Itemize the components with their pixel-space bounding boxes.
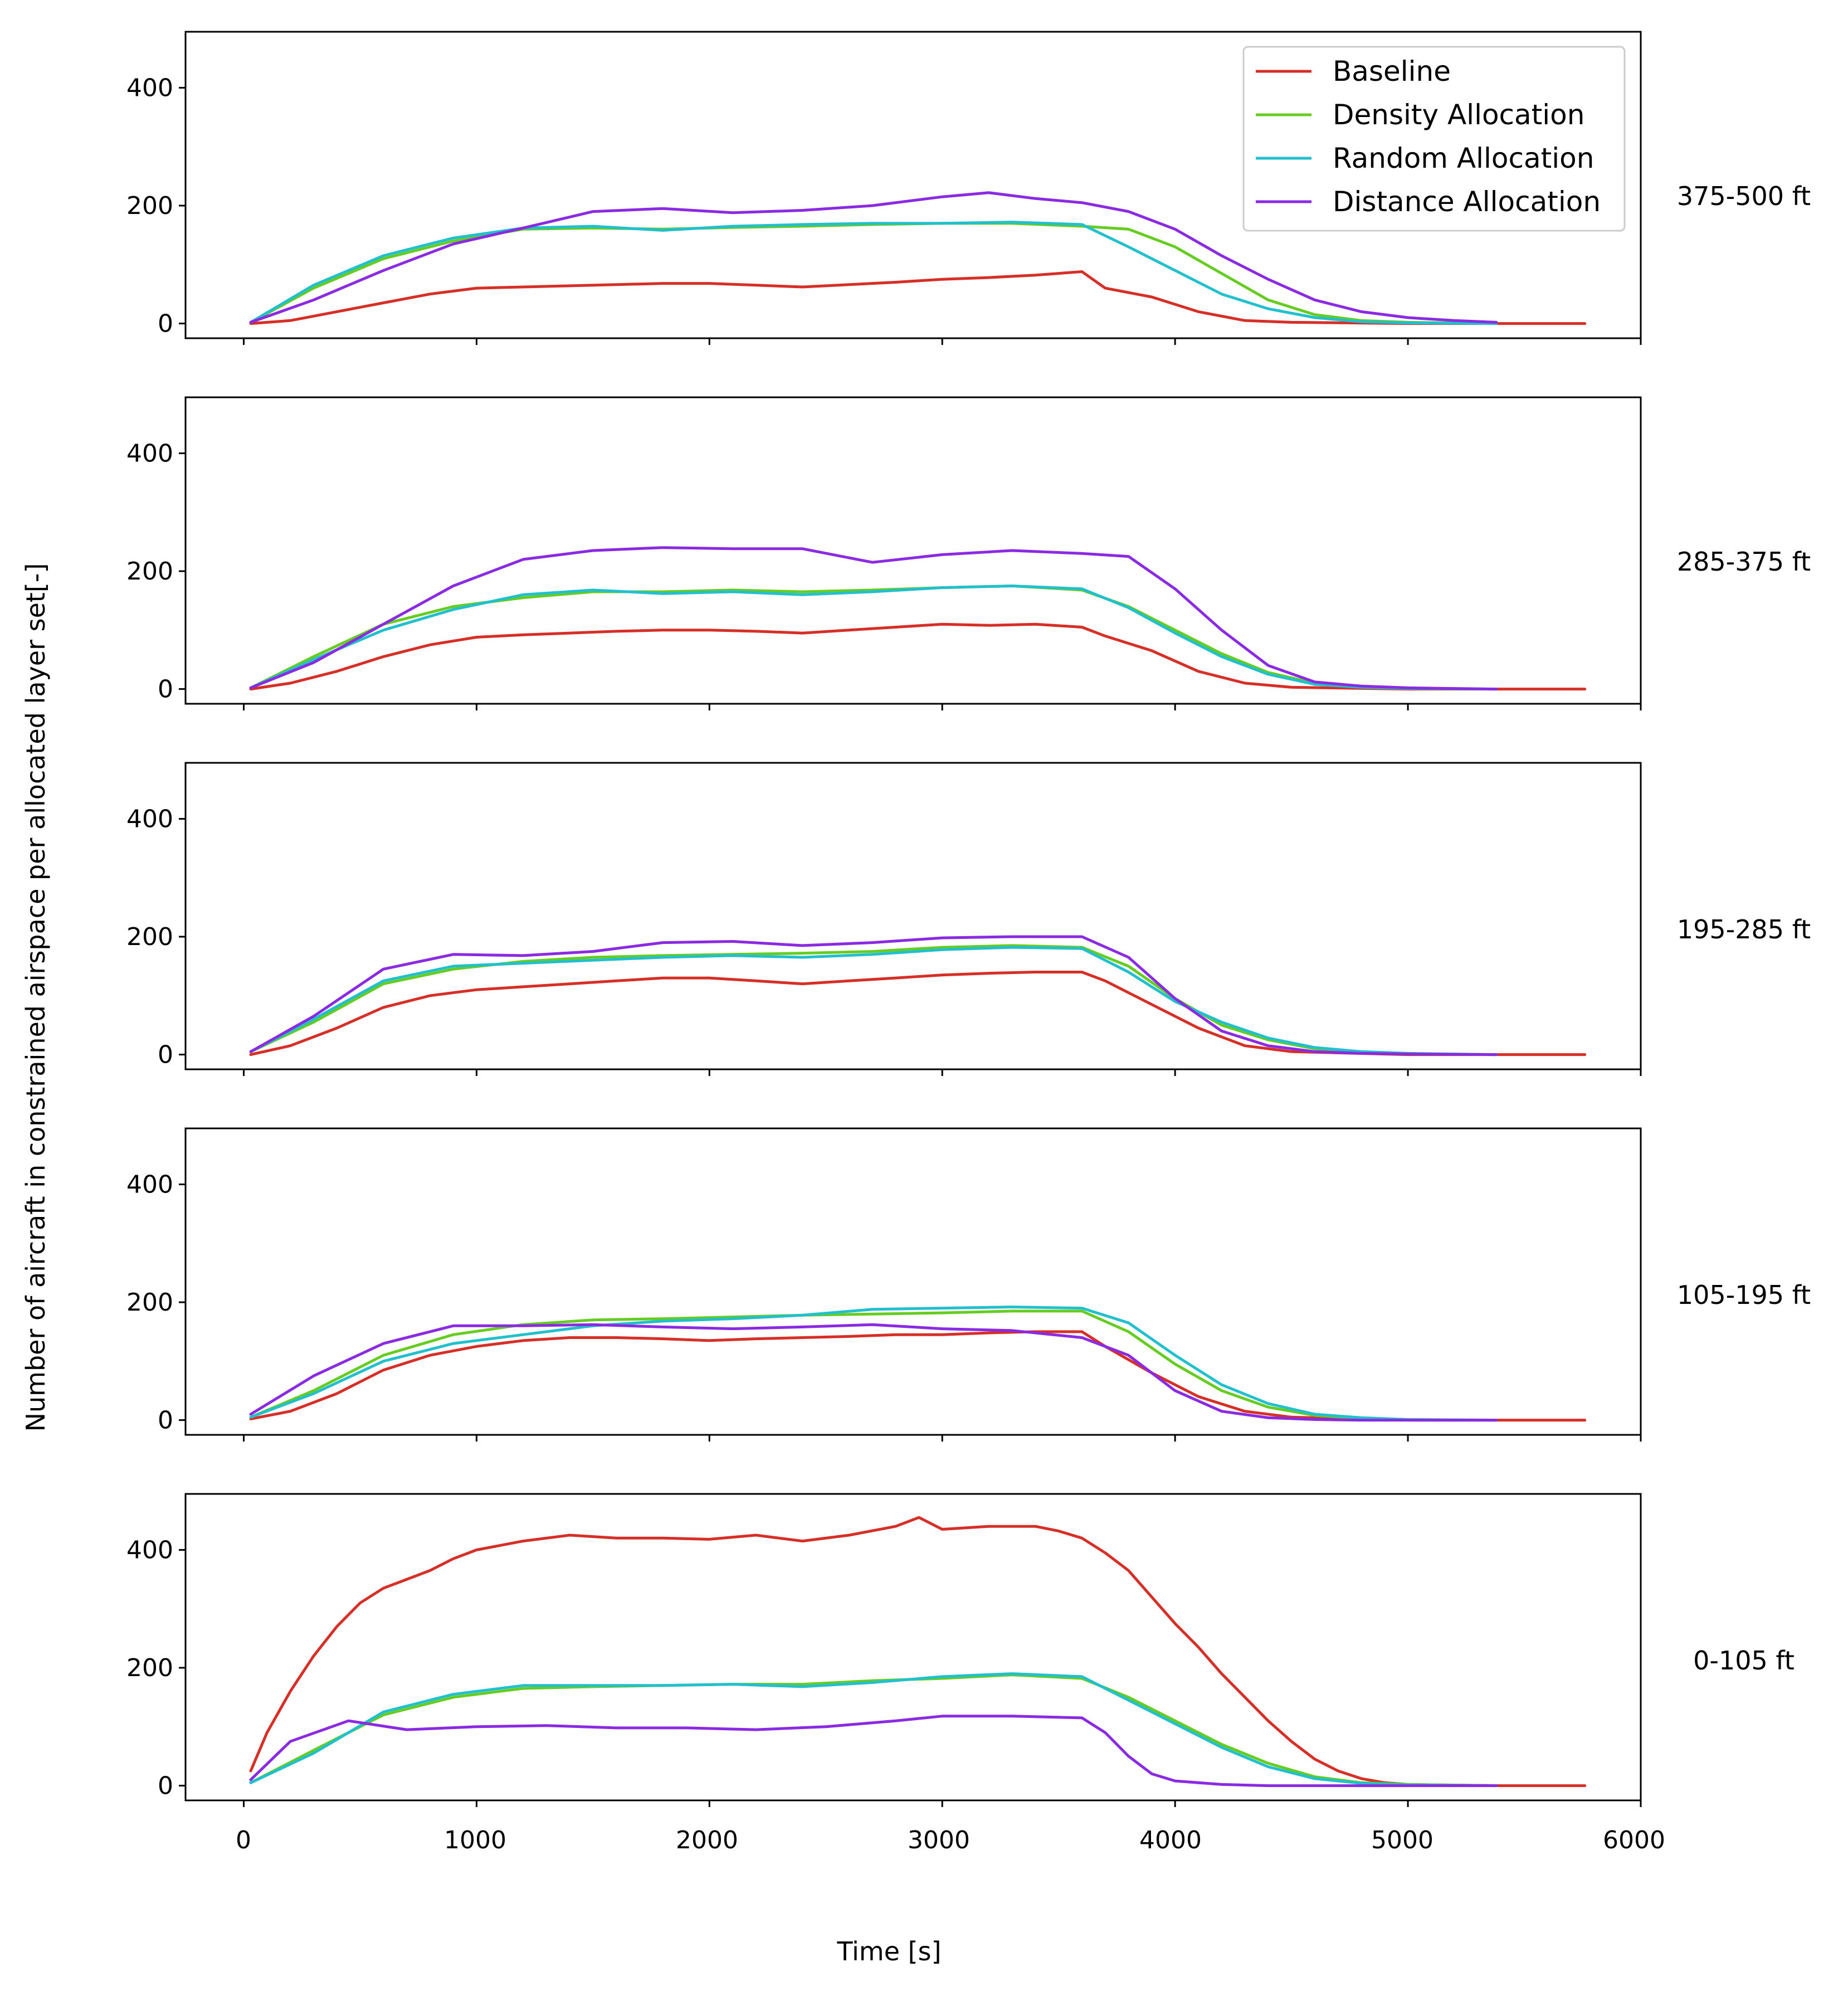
y-tick-label: 0 bbox=[158, 310, 173, 338]
y-tick-label: 200 bbox=[126, 923, 173, 951]
x-tick-label: 4000 bbox=[1139, 1826, 1202, 1854]
series-line-random-allocation bbox=[249, 221, 1498, 325]
y-tick-label: 0 bbox=[158, 675, 173, 704]
x-tick-label: 6000 bbox=[1603, 1826, 1665, 1854]
y-tick-label: 400 bbox=[126, 1536, 173, 1564]
series-line-baseline bbox=[249, 971, 1587, 1056]
y-tick-label: 200 bbox=[126, 192, 173, 220]
panel-195-285-ft: 0 200 400 bbox=[126, 762, 1642, 1076]
x-axis-title: Time [s] bbox=[836, 1936, 941, 1966]
series-line-baseline bbox=[249, 1516, 1587, 1788]
legend-label-density-allocation: Density Allocation bbox=[1333, 99, 1584, 131]
legend: Baseline Density Allocation Random Alloc… bbox=[1242, 46, 1626, 232]
panel-label-0-105: 0-105 ft bbox=[1693, 1645, 1795, 1676]
axes-frame bbox=[184, 1493, 1642, 1801]
y-tick-label: 400 bbox=[126, 439, 173, 468]
series-line-baseline bbox=[249, 1330, 1587, 1422]
axes-frame bbox=[184, 396, 1642, 705]
y-tick-label: 200 bbox=[126, 557, 173, 586]
x-tick-label: 2000 bbox=[676, 1826, 738, 1854]
series-line-random-allocation bbox=[249, 1672, 1498, 1788]
y-tick-label: 200 bbox=[126, 1288, 173, 1317]
panel-label-105-195: 105-195 ft bbox=[1677, 1280, 1811, 1310]
panel-0-105-ft: 0 200 400 bbox=[126, 1493, 1642, 1807]
panel-label-375-500: 375-500 ft bbox=[1677, 181, 1811, 211]
legend-label-random-allocation: Random Allocation bbox=[1333, 142, 1594, 174]
panel-375-500-ft: 0 200 400 bbox=[126, 31, 1642, 345]
y-axis-title: Number of aircraft in constrained airspa… bbox=[21, 563, 51, 1432]
y-tick-label: 400 bbox=[126, 805, 173, 833]
series-line-baseline bbox=[249, 270, 1587, 325]
y-tick-label: 400 bbox=[126, 74, 173, 102]
y-tick-label: 400 bbox=[126, 1170, 173, 1199]
legend-box bbox=[1242, 46, 1626, 232]
series-line-random-allocation bbox=[249, 946, 1498, 1056]
panel-label-285-375: 285-375 ft bbox=[1677, 547, 1811, 577]
x-tick-label: 0 bbox=[236, 1826, 251, 1854]
axes-frame bbox=[184, 31, 1642, 339]
axes-frame bbox=[184, 1127, 1642, 1436]
panel-label-195-285: 195-285 ft bbox=[1677, 914, 1811, 944]
legend-label-baseline: Baseline bbox=[1333, 55, 1451, 87]
x-tick-labels: 0 1000 2000 3000 4000 5000 6000 bbox=[236, 1826, 1665, 1854]
series-line-distance-allocation bbox=[249, 191, 1498, 324]
series-line-baseline bbox=[249, 622, 1587, 691]
legend-label-distance-allocation: Distance Allocation bbox=[1333, 186, 1601, 218]
x-tick-label: 1000 bbox=[444, 1826, 506, 1854]
axes-frame bbox=[184, 762, 1642, 1070]
panels: 0 200 400 0 200 400 0 200 400 0 200 400 0 200 400 bbox=[126, 31, 1642, 1807]
series-line-distance-allocation bbox=[249, 935, 1498, 1056]
series-line-density-allocation bbox=[249, 1309, 1498, 1422]
y-tick-label: 0 bbox=[158, 1772, 173, 1800]
y-tick-label: 0 bbox=[158, 1406, 173, 1435]
panel-105-195-ft: 0 200 400 bbox=[126, 1127, 1642, 1442]
y-tick-label: 200 bbox=[126, 1654, 173, 1682]
series-line-density-allocation bbox=[249, 1673, 1498, 1788]
y-tick-label: 0 bbox=[158, 1041, 173, 1069]
x-tick-label: 5000 bbox=[1371, 1826, 1433, 1854]
panel-285-375-ft: 0 200 400 bbox=[126, 396, 1642, 710]
series-line-random-allocation bbox=[249, 585, 1498, 691]
series-line-distance-allocation bbox=[249, 1715, 1498, 1788]
x-tick-label: 3000 bbox=[908, 1826, 970, 1854]
series-line-distance-allocation bbox=[249, 1323, 1498, 1422]
series-line-random-allocation bbox=[249, 1306, 1498, 1422]
series-line-distance-allocation bbox=[249, 546, 1498, 691]
